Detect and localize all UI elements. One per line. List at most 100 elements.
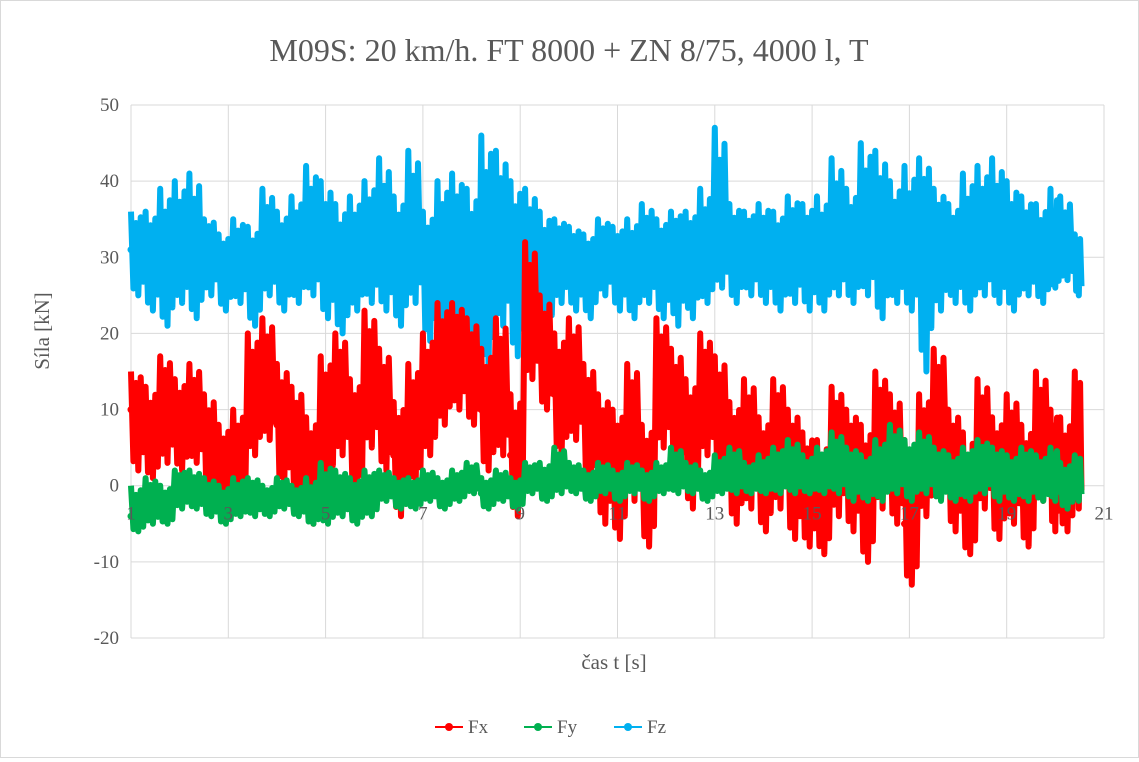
data-point-fz: [390, 253, 398, 261]
data-point-fy: [244, 489, 252, 497]
data-point-fx: [871, 428, 879, 436]
data-point-fz: [623, 261, 631, 269]
data-point-fy: [871, 467, 879, 474]
data-point-fz: [419, 261, 427, 269]
data-point-fy: [156, 505, 164, 513]
y-tick-label: 50: [100, 95, 119, 116]
data-point-fx: [740, 436, 748, 444]
data-point-fx: [594, 444, 602, 452]
data-point-fx: [215, 467, 223, 474]
data-point-fz: [886, 246, 894, 254]
data-point-fz: [127, 246, 135, 254]
data-point-fx: [711, 413, 719, 421]
legend-label: Fz: [647, 717, 666, 738]
data-point-fx: [273, 421, 281, 429]
data-point-fz: [550, 246, 558, 254]
data-point-fy: [609, 482, 617, 490]
data-point-fy: [944, 474, 952, 482]
x-tick-labels: 1 3 5 7 9 11 13 15 17 19 21: [126, 504, 1113, 525]
data-point-fx: [127, 406, 135, 414]
data-point-fz: [696, 253, 704, 261]
data-point-fx: [375, 406, 383, 414]
data-point-fy: [974, 459, 981, 467]
data-point-fz: [317, 253, 325, 261]
data-point-fz: [959, 253, 967, 261]
data-point-fz: [434, 253, 441, 261]
data-point-fz: [798, 246, 806, 254]
data-point-fy: [302, 505, 310, 513]
data-point-fy: [375, 482, 383, 490]
data-point-fx: [331, 390, 339, 398]
legend: Fx Fy Fz: [435, 717, 666, 738]
data-point-fz: [813, 253, 821, 261]
data-point-fz: [930, 238, 938, 246]
data-point-fy: [798, 474, 806, 482]
data-point-fy: [857, 474, 865, 482]
data-point-fx: [419, 390, 427, 398]
data-point-fy: [229, 497, 237, 505]
data-point-fx: [901, 520, 908, 528]
y-tick-label: 40: [100, 171, 119, 192]
data-point-fz: [594, 246, 602, 254]
data-point-fy: [667, 467, 675, 474]
data-point-fz: [346, 253, 354, 261]
data-point-fy: [915, 459, 923, 467]
x-tick-label: 13: [705, 504, 724, 525]
data-point-fz: [579, 261, 587, 269]
data-point-fx: [565, 375, 573, 383]
data-point-fy: [930, 467, 938, 474]
data-point-fx: [1071, 444, 1079, 452]
data-point-fy: [579, 482, 587, 490]
data-point-fy: [331, 489, 339, 497]
data-point-fx: [288, 436, 295, 444]
data-point-fx: [492, 383, 500, 391]
data-point-fz: [1003, 253, 1011, 261]
legend-item-fz: Fz: [614, 717, 666, 738]
data-point-fx: [156, 398, 164, 406]
data-point-fy: [652, 474, 660, 482]
data-point-fx: [244, 390, 252, 398]
data-point-fz: [507, 261, 514, 269]
data-point-fy: [448, 482, 456, 490]
data-point-fz: [200, 238, 208, 246]
data-point-fx: [507, 451, 514, 459]
series-line-fy: [128, 421, 1085, 535]
data-point-fx: [361, 375, 368, 383]
x-tick-label: 1: [126, 504, 136, 525]
data-point-fz: [842, 246, 850, 254]
x-tick-label: 5: [321, 504, 331, 525]
data-point-fy: [1017, 467, 1025, 474]
data-point-fx: [171, 421, 179, 429]
x-tick-label: 3: [224, 504, 234, 525]
data-point-fy: [127, 512, 135, 520]
data-point-fx: [200, 444, 208, 452]
data-point-fy: [521, 474, 529, 482]
data-point-fx: [609, 459, 617, 467]
data-point-fy: [215, 505, 223, 513]
data-point-fy: [565, 474, 573, 482]
data-point-fx: [667, 406, 675, 414]
data-point-fz: [1032, 253, 1040, 261]
data-point-fx: [623, 421, 631, 429]
legend-label: Fy: [557, 717, 578, 738]
data-point-fy: [404, 489, 412, 497]
data-point-fx: [404, 421, 412, 429]
data-point-fz: [915, 223, 923, 231]
data-point-fy: [550, 467, 558, 474]
data-point-fz: [244, 269, 252, 276]
data-point-fx: [185, 413, 193, 421]
data-point-fy: [696, 482, 704, 490]
data-point-fz: [871, 238, 879, 246]
data-point-fy: [288, 497, 295, 505]
data-point-fy: [536, 482, 544, 490]
series-fy: [127, 421, 1085, 535]
plot-area: [127, 124, 1085, 588]
y-tick-labels: 50 40 30 20 10 0 -10 -20: [94, 95, 119, 649]
data-point-fz: [229, 253, 237, 261]
data-point-fx: [477, 406, 485, 414]
data-point-fy: [755, 474, 763, 482]
data-point-fz: [477, 253, 485, 261]
data-point-fz: [682, 246, 690, 254]
data-point-fz: [711, 230, 719, 238]
